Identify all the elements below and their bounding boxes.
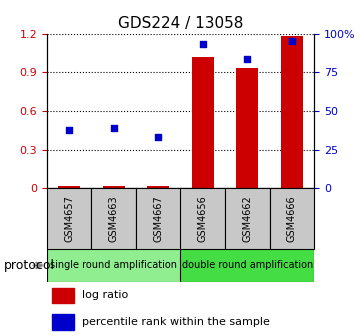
Bar xyxy=(147,185,169,188)
Point xyxy=(155,134,161,139)
Text: single round amplification: single round amplification xyxy=(50,260,177,270)
Bar xyxy=(180,188,225,249)
Bar xyxy=(52,288,74,303)
Text: log ratio: log ratio xyxy=(82,290,128,300)
Bar xyxy=(180,249,314,282)
Bar xyxy=(280,36,303,188)
Text: GSM4663: GSM4663 xyxy=(109,195,119,242)
Text: double round amplification: double round amplification xyxy=(182,260,313,270)
Text: GSM4656: GSM4656 xyxy=(198,195,208,242)
Point xyxy=(200,41,206,47)
Bar xyxy=(52,314,74,330)
Bar xyxy=(58,185,80,188)
Point xyxy=(66,127,72,133)
Bar xyxy=(192,57,214,188)
Text: percentile rank within the sample: percentile rank within the sample xyxy=(82,317,270,327)
Text: GSM4666: GSM4666 xyxy=(287,195,297,242)
Bar xyxy=(225,188,270,249)
Bar xyxy=(47,249,180,282)
Text: protocol: protocol xyxy=(4,259,55,272)
Bar xyxy=(270,188,314,249)
Title: GDS224 / 13058: GDS224 / 13058 xyxy=(118,16,243,31)
Bar xyxy=(91,188,136,249)
Bar xyxy=(236,69,258,188)
Text: GSM4662: GSM4662 xyxy=(242,195,252,242)
Text: GSM4657: GSM4657 xyxy=(64,195,74,242)
Point xyxy=(111,125,117,130)
Point xyxy=(289,39,295,44)
Bar xyxy=(47,188,91,249)
Point xyxy=(244,57,250,62)
Bar xyxy=(103,185,125,188)
Text: GSM4667: GSM4667 xyxy=(153,195,163,242)
Bar xyxy=(136,188,180,249)
